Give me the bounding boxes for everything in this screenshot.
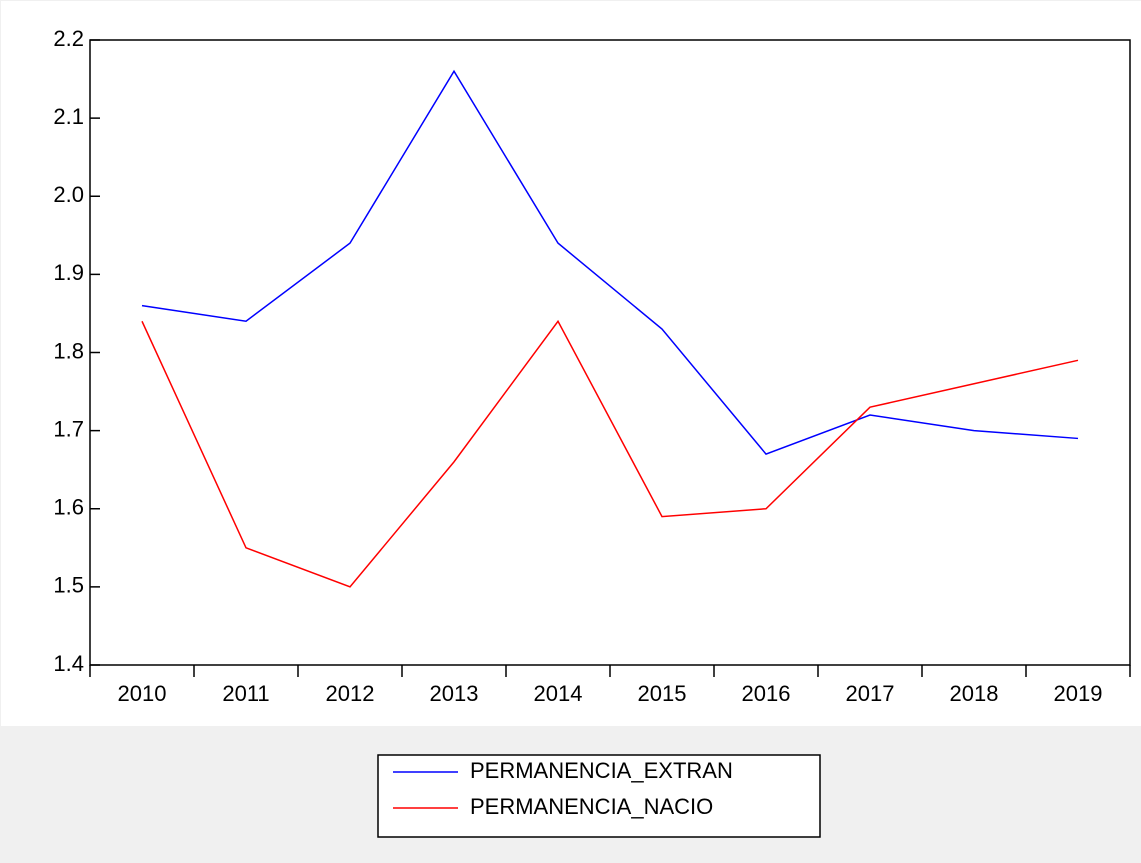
y-tick-label: 2.2 — [53, 26, 84, 51]
x-tick-label: 2017 — [846, 681, 895, 706]
y-tick-label: 2.1 — [53, 104, 84, 129]
y-tick-label: 2.0 — [53, 182, 84, 207]
y-tick-label: 1.9 — [53, 260, 84, 285]
x-tick-label: 2010 — [118, 681, 167, 706]
y-tick-label: 1.4 — [53, 651, 84, 676]
x-tick-label: 2019 — [1054, 681, 1103, 706]
x-tick-label: 2012 — [326, 681, 375, 706]
x-tick-label: 2013 — [430, 681, 479, 706]
x-tick-label: 2016 — [742, 681, 791, 706]
y-tick-label: 1.8 — [53, 338, 84, 363]
legend-label: PERMANENCIA_NACIO — [470, 794, 713, 819]
y-tick-label: 1.5 — [53, 573, 84, 598]
legend-box — [377, 754, 821, 838]
y-tick-label: 1.6 — [53, 495, 84, 520]
line-series — [141, 69, 1079, 455]
plot-frame — [89, 39, 1131, 666]
x-tick-label: 2014 — [534, 681, 583, 706]
x-tick-label: 2011 — [222, 681, 269, 706]
line-series — [141, 319, 1079, 588]
y-tick-label: 1.7 — [53, 416, 84, 441]
legend-label: PERMANENCIA_EXTRAN — [470, 758, 733, 783]
x-tick-label: 2018 — [950, 681, 999, 706]
x-tick-label: 2015 — [638, 681, 687, 706]
